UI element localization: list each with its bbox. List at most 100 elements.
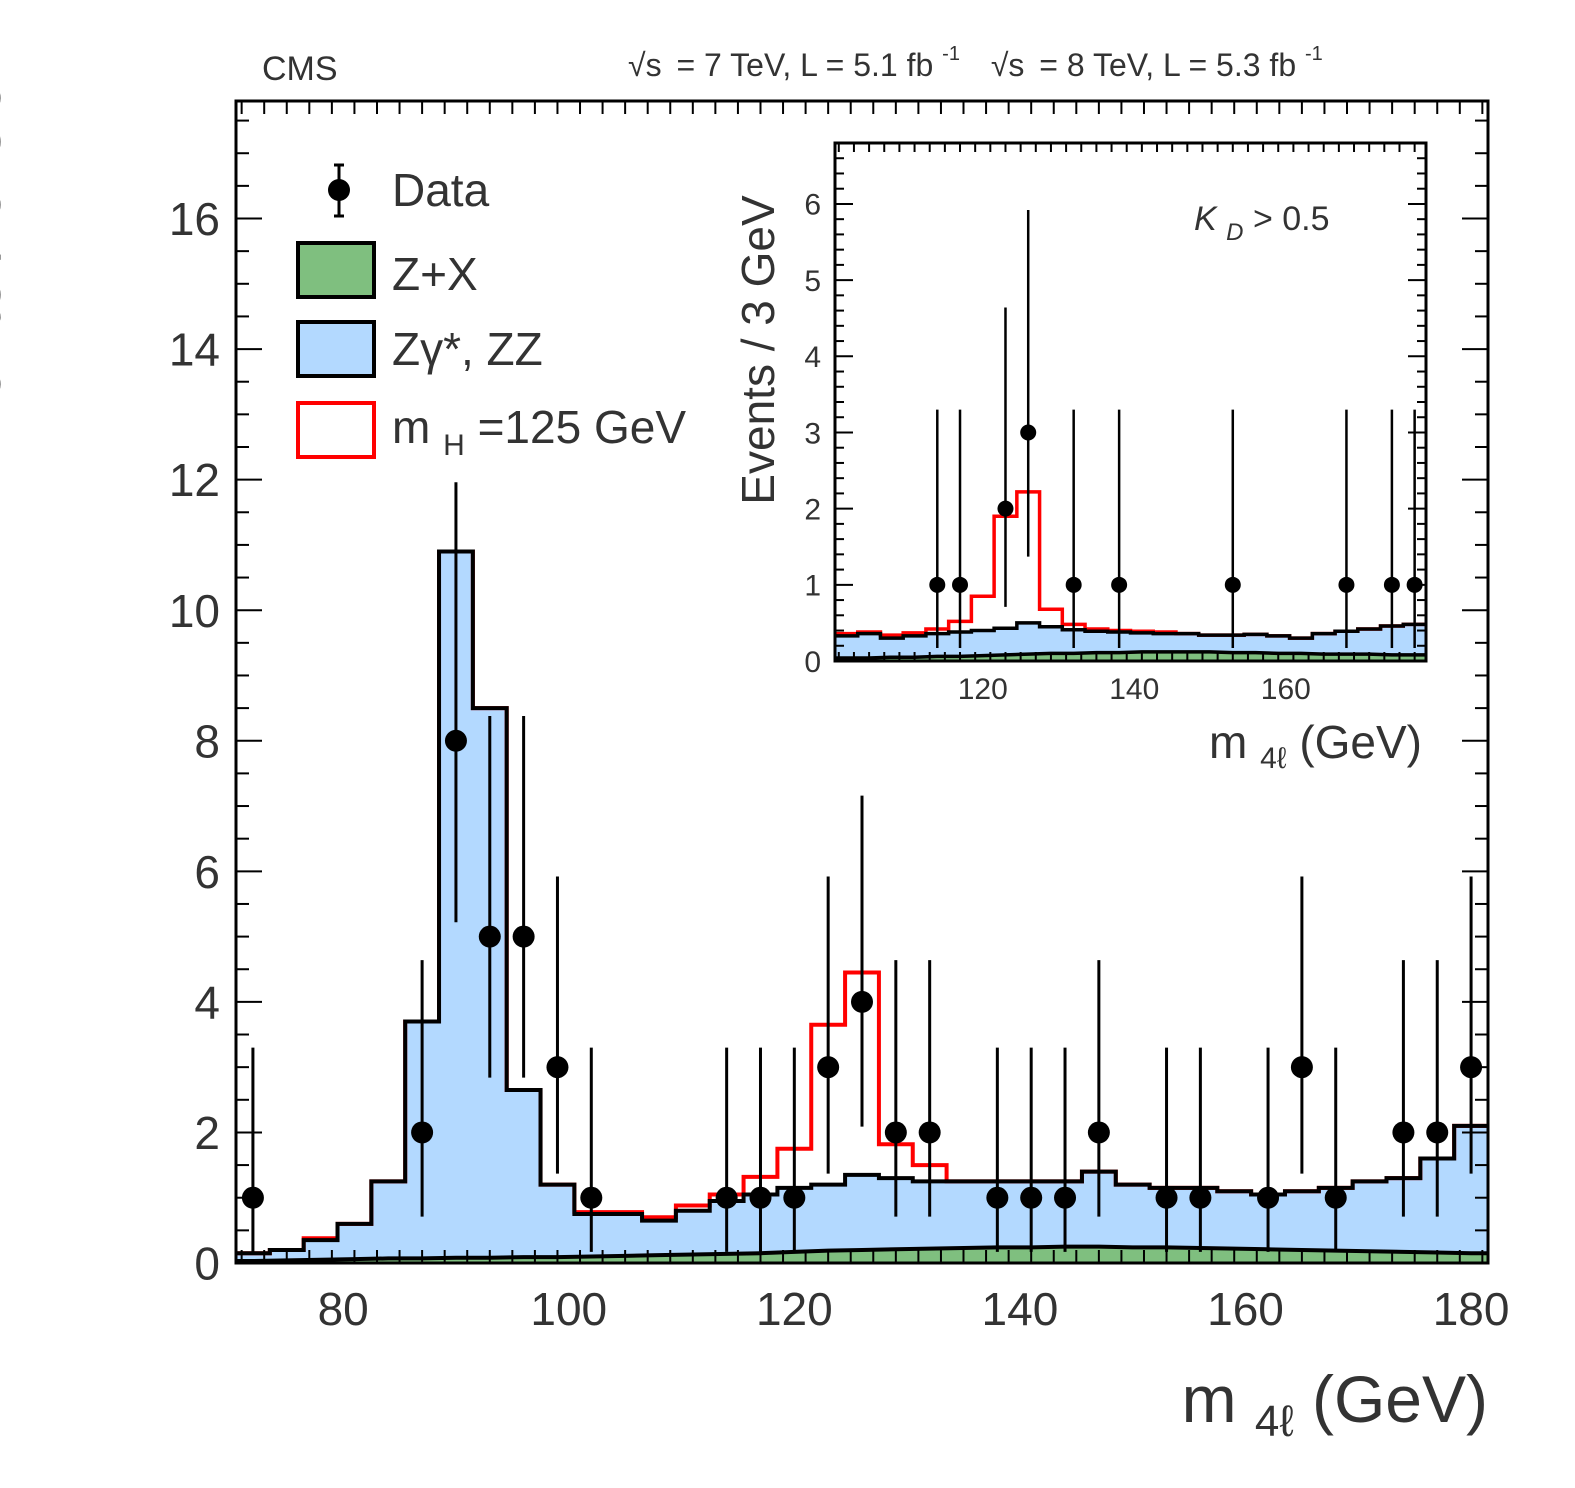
- main-data-point: [986, 1186, 1009, 1209]
- inset-ylabel: Events / 3 GeV: [732, 195, 784, 505]
- inset-annotation: K D > 0.5: [1194, 200, 1330, 248]
- main-y-tick-label: 14: [169, 324, 220, 376]
- inset-x-tick-label: 140: [1109, 673, 1159, 706]
- main-x-tick-label: 180: [1433, 1283, 1510, 1335]
- main-data-point: [918, 1121, 941, 1144]
- main-data-point: [1054, 1186, 1077, 1209]
- inset-x-tick-label: 160: [1261, 673, 1311, 706]
- main-data-point: [1426, 1121, 1449, 1144]
- inset-y-tick-label: 0: [804, 646, 821, 679]
- main-ylabel: Events / 3 GeV: [0, 36, 14, 480]
- main-data-point: [1324, 1186, 1347, 1209]
- inset-x-tick-label: 120: [958, 673, 1008, 706]
- main-data-point: [444, 729, 467, 752]
- main-frame: [234, 99, 1490, 1265]
- inset-y-tick-label: 2: [804, 493, 821, 526]
- inset-annotation-sub: D: [1226, 219, 1243, 246]
- main-zz-line: [236, 549, 1488, 1256]
- inset-data-point: [1111, 576, 1128, 593]
- inset-axes: 120 140 160 0 1 2 3 4 5 6: [804, 141, 1428, 706]
- inset-data-point: [929, 576, 946, 593]
- main-data-point: [783, 1186, 806, 1209]
- main-data-point: [580, 1186, 603, 1209]
- main-data-point: [1460, 1056, 1483, 1079]
- main-data-point: [1020, 1186, 1043, 1209]
- main-y-tick-label: 16: [169, 193, 220, 245]
- main-data-point: [512, 925, 535, 948]
- lumi-sqrt-2: √s: [991, 47, 1025, 83]
- inset-data-point: [1224, 576, 1241, 593]
- main-y-tick-label: 6: [194, 846, 220, 898]
- main-data-point: [1257, 1186, 1280, 1209]
- main-xlabel-sub: 4ℓ: [1255, 1397, 1294, 1446]
- main-zx-line: [236, 1244, 1488, 1264]
- inset-zz-area: [835, 622, 1426, 661]
- inset-data-point: [997, 500, 1014, 517]
- inset-data-point: [1065, 576, 1082, 593]
- main-data-point: [817, 1056, 840, 1079]
- lumi-exp-2: -1: [1305, 43, 1323, 65]
- lumi-text-1: = 7 TeV, L = 5.1 fb: [676, 47, 933, 83]
- main-data-point: [1087, 1121, 1110, 1144]
- main-zz-area: [236, 551, 1488, 1263]
- inset-xlabel-rest: (GeV): [1299, 716, 1422, 768]
- inset-data-points: [929, 210, 1423, 649]
- inset-data-point: [1020, 424, 1037, 441]
- main-x-tick-label: 120: [756, 1283, 833, 1335]
- legend-zx-label: Z+X: [392, 248, 478, 300]
- main-x-tick-label: 140: [982, 1283, 1059, 1335]
- inset-zx-line: [835, 650, 1426, 660]
- main-data-point: [1290, 1056, 1313, 1079]
- main-x-tick-label: 100: [530, 1283, 607, 1335]
- inset-plot: 120 140 160 0 1 2 3 4 5 6: [804, 141, 1428, 706]
- legend-signal-swatch: [296, 401, 376, 459]
- legend-signal-label: m H =125 GeV: [392, 401, 686, 465]
- inset-data-point: [1338, 576, 1355, 593]
- experiment-label: CMS: [262, 50, 338, 88]
- legend-signal-rest: =125 GeV: [478, 401, 687, 453]
- main-y-tick-label: 2: [194, 1107, 220, 1159]
- main-y-tick-label: 12: [169, 454, 220, 506]
- main-data-point: [411, 1121, 434, 1144]
- main-data-point: [1189, 1186, 1212, 1209]
- main-y-tick-label: 0: [194, 1238, 220, 1290]
- main-x-tick-label: 160: [1207, 1283, 1284, 1335]
- lumi-exp-1: -1: [942, 43, 960, 65]
- legend-data-label: Data: [392, 164, 490, 216]
- main-data-point: [241, 1186, 264, 1209]
- main-data-point: [478, 925, 501, 948]
- main-data-points: [241, 482, 1483, 1252]
- legend-signal-m: m: [392, 401, 430, 453]
- legend-zz-swatch: [296, 320, 376, 378]
- main-data-point: [546, 1056, 569, 1079]
- legend-zx-swatch: [296, 241, 376, 299]
- main-data-point: [851, 990, 873, 1013]
- main-data-point: [715, 1186, 738, 1209]
- main-x-tick-label: 80: [318, 1283, 369, 1335]
- main-xlabel: m 4ℓ (GeV): [1182, 1362, 1488, 1450]
- main-y-tick-label: 8: [194, 715, 220, 767]
- inset-xlabel-m: m: [1209, 716, 1247, 768]
- main-y-tick-label: 10: [169, 585, 220, 637]
- legend-signal-sub: H: [443, 429, 465, 462]
- legend-zz-label: Zγ*, ZZ: [392, 323, 543, 375]
- main-data-point: [884, 1121, 907, 1144]
- lumi-sqrt-1: √s: [628, 47, 662, 83]
- main-xlabel-rest: (GeV): [1312, 1362, 1488, 1436]
- main-xlabel-m: m: [1182, 1362, 1237, 1436]
- inset-y-tick-label: 6: [804, 189, 821, 222]
- main-y-tick-label: 4: [194, 976, 220, 1028]
- inset-annotation-rest: > 0.5: [1253, 200, 1330, 238]
- main-data-point: [1155, 1186, 1178, 1209]
- legend-data-marker: [328, 163, 350, 218]
- legend: Data Z+X Zγ*, ZZ m H =125 GeV: [296, 163, 686, 465]
- lumi-text-2: = 8 TeV, L = 5.3 fb: [1039, 47, 1296, 83]
- inset-annotation-k: K: [1194, 200, 1218, 238]
- main-lines: [236, 549, 1488, 1264]
- inset-y-tick-label: 1: [804, 570, 821, 603]
- inset-background: [835, 143, 1426, 661]
- inset-data-point: [952, 576, 969, 593]
